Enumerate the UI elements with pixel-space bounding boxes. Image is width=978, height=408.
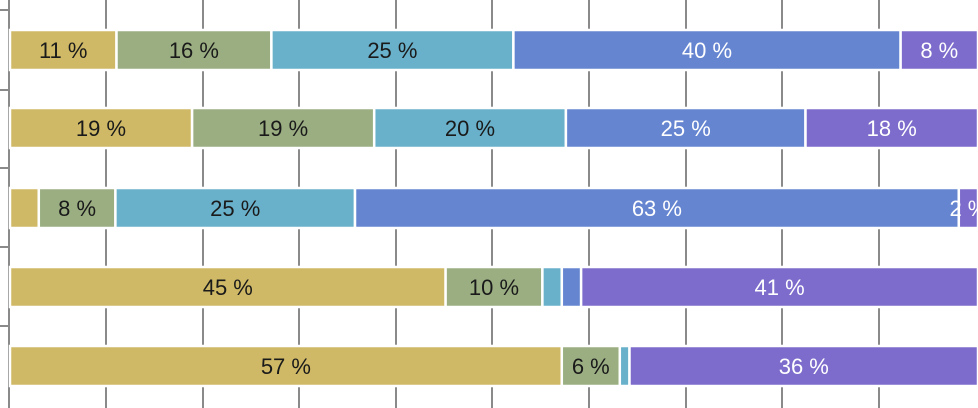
data-label-r3-s3: 25 % [210,196,260,221]
bar-segment-r2-s2 [190,106,376,150]
bar-segment-r1-s1 [8,28,118,72]
bar-segment-r5-s5 [628,344,978,388]
bar-segment-r1-s5 [899,28,978,72]
data-label-r2-s5: 18 % [867,116,917,141]
bar-segment-r2-s1 [8,106,194,150]
data-label-r2-s1: 19 % [76,116,126,141]
data-label-r2-s2: 19 % [258,116,308,141]
bar-segments [8,28,978,388]
data-label-r2-s4: 25 % [661,116,711,141]
data-label-r5-s2: 6 % [572,354,610,379]
y-axis [0,0,10,408]
data-label-r4-s5: 41 % [755,275,805,300]
data-label-r1-s2: 16 % [169,38,219,63]
data-label-r3-s4: 63 % [632,196,682,221]
bar-segment-r2-s5 [804,106,978,150]
data-label-r1-s1: 11 % [39,38,88,63]
bar-segment-r1-s3 [270,28,515,72]
data-label-r4-s2: 10 % [469,275,519,300]
data-label-r4-s1: 45 % [203,275,253,300]
data-label-r3-s5: 2 % [949,196,978,221]
data-label-r1-s4: 40 % [682,38,732,63]
bar-segment-r4-s2 [444,265,544,309]
bar-segment-r3-s2 [37,186,117,230]
data-labels: 11 % 16 % 25 % 40 % 8 % 19 % 19 % 20 % 25 % 18 % 8… [39,38,978,379]
bar-segment-r1-s4 [512,28,902,72]
data-label-r5-s5: 36 % [779,354,829,379]
bar-segment-r2-s4 [564,106,807,150]
bar-segment-r4-s1 [8,265,447,309]
data-label-r1-s3: 25 % [367,38,417,63]
bar-segment-r3-s1 [8,186,41,230]
bar-segment-r3-s3 [114,186,357,230]
data-label-r3-s2: 8 % [58,196,96,221]
data-label-r2-s3: 20 % [445,116,495,141]
data-label-r1-s5: 8 % [920,38,958,63]
data-label-r5-s1: 57 % [261,354,311,379]
bar-segment-r5-s3 [618,344,631,388]
bar-segment-r4-s5 [579,265,978,309]
bar-segment-r4-s3 [541,265,564,309]
bar-segment-r4-s4 [560,265,583,309]
bar-segment-r2-s3 [372,106,568,150]
